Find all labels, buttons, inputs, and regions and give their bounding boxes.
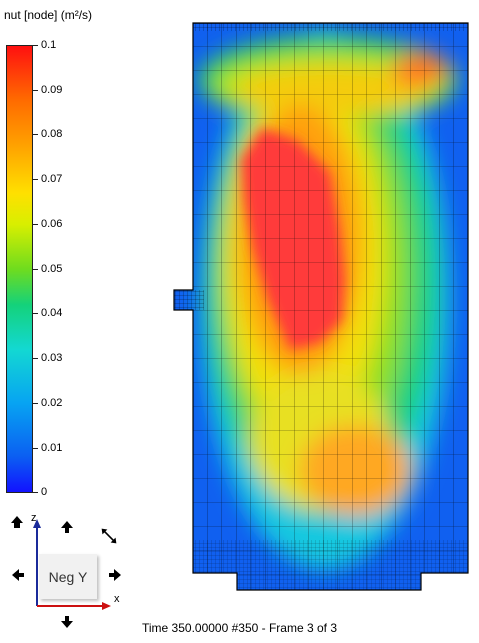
tick-label: 0.08 (41, 128, 63, 140)
tick-mark (33, 179, 38, 180)
tick-mark (33, 224, 38, 225)
tick-mark (33, 45, 38, 46)
arrow-left-icon (12, 569, 24, 581)
home-icon (11, 516, 23, 528)
tick-label: 0.06 (41, 218, 63, 230)
tick-mark (33, 313, 38, 314)
status-bar: Time 350.00000 #350 - Frame 3 of 3 (142, 621, 337, 635)
z-axis-label: z (31, 512, 37, 524)
arrow-right-icon (109, 569, 121, 581)
tick-mark (33, 134, 38, 135)
tick-mark (33, 492, 38, 493)
tick-mark (33, 448, 38, 449)
mesh-refinement-top (193, 23, 468, 31)
domain-outline (173, 22, 469, 591)
tick-label: 0.03 (41, 352, 63, 364)
tick-mark (33, 90, 38, 91)
tick-mark (33, 403, 38, 404)
tick-label: 0.07 (41, 173, 63, 185)
arrow-down-icon (61, 616, 73, 628)
x-axis-label: x (114, 593, 120, 605)
inlet-mesh (174, 290, 204, 310)
rotate-down-button[interactable] (58, 613, 76, 631)
rotate-up-button[interactable] (58, 518, 76, 536)
tick-label: 0.02 (41, 397, 63, 409)
axis-triad (33, 519, 111, 610)
arrow-up-icon (61, 521, 73, 533)
tick-mark (33, 358, 38, 359)
contour-plot[interactable] (170, 20, 470, 595)
tick-mark (33, 269, 38, 270)
view-orientation-button[interactable]: Neg Y (39, 554, 97, 599)
tick-label: 0.01 (41, 442, 63, 454)
home-view-button[interactable] (8, 513, 26, 531)
mesh-grid (193, 23, 468, 590)
tick-label: 0.04 (41, 307, 63, 319)
mesh-refinement-bottom (193, 540, 468, 590)
expand-icon (101, 528, 117, 544)
color-scale-bar (6, 45, 33, 493)
tick-label: 0.09 (41, 84, 63, 96)
rotate-right-button[interactable] (106, 566, 124, 584)
tick-label: 0.1 (41, 39, 57, 51)
zoom-fit-button[interactable] (100, 527, 118, 545)
tick-label: 0 (41, 486, 48, 498)
legend-title: nut [node] (m²/s) (4, 8, 93, 22)
tick-label: 0.05 (41, 263, 63, 275)
rotate-left-button[interactable] (9, 566, 27, 584)
view-orientation-label: Neg Y (48, 568, 88, 585)
